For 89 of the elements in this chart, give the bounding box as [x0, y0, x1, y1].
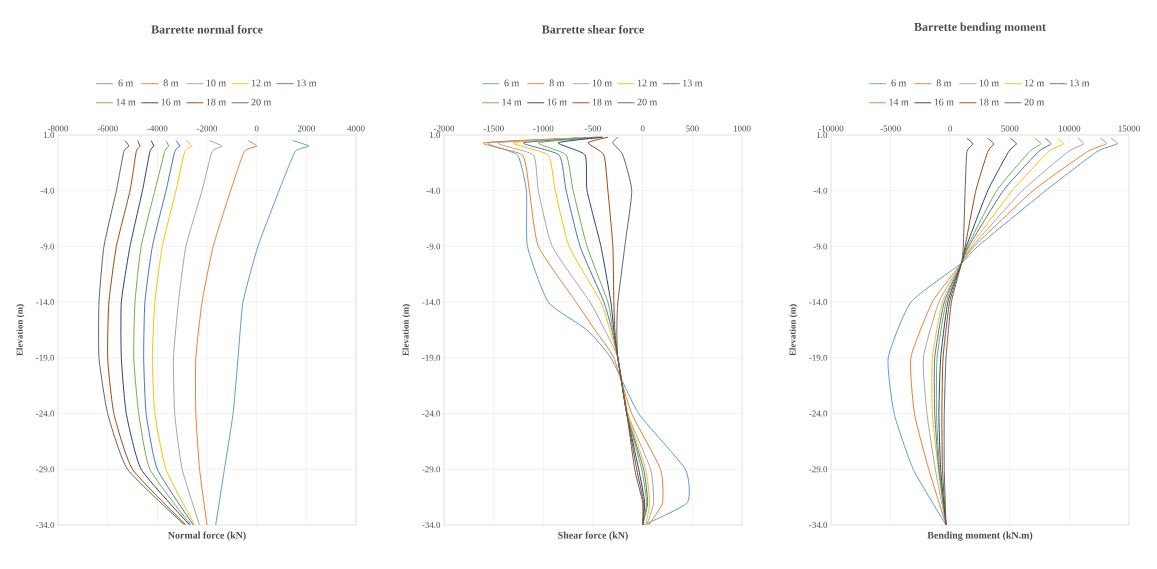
line-series	[120, 140, 191, 525]
legend-label: 6 m	[504, 79, 520, 87]
y-tick-label: -24.0	[422, 410, 441, 417]
legend-label: 18 m	[592, 98, 612, 106]
legend-label: 18 m	[206, 98, 226, 106]
legend-label: 8 m	[936, 79, 952, 87]
y-tick-label: -14.0	[422, 299, 441, 306]
y-tick-label: -19.0	[422, 354, 441, 361]
chart-title: Barrette normal force	[151, 24, 263, 34]
line-series	[612, 136, 644, 525]
legend-label: 16 m	[547, 98, 567, 106]
y-tick-label: -24.0	[809, 410, 828, 417]
legend-label: 16 m	[934, 98, 954, 106]
legend-label: 20 m	[1024, 98, 1045, 106]
y-tick-label: -24.0	[36, 410, 55, 417]
x-tick-label: 0	[254, 125, 259, 132]
line-series	[143, 140, 194, 525]
legend-label: 12 m	[637, 79, 658, 87]
y-tick-label: -19.0	[809, 354, 828, 361]
y-tick-label: -9.0	[426, 243, 441, 250]
line-series	[943, 137, 974, 525]
legend-label: 13 m	[297, 79, 317, 87]
x-tick-label: -5000	[880, 125, 901, 132]
x-tick-label: -2000	[433, 125, 455, 132]
line-series	[172, 140, 223, 525]
x-axis-title: Bending moment (kN.m)	[927, 531, 1033, 541]
chart-title: Barrette bending moment	[914, 22, 1046, 34]
legend-label: 14 m	[116, 98, 136, 106]
x-tick-label: 0	[948, 125, 953, 132]
y-tick-label: -14.0	[36, 299, 55, 306]
x-tick-label: 10000	[1058, 125, 1081, 132]
y-tick-label: -14.0	[809, 299, 828, 306]
x-tick-label: -10000	[818, 125, 844, 132]
x-tick-label: 5000	[1001, 125, 1019, 132]
legend-label: 10 m	[206, 79, 226, 87]
y-axis-title: Elevation (m)	[16, 304, 25, 356]
y-tick-label: -4.0	[813, 187, 828, 194]
x-tick-label: -1000	[533, 125, 554, 132]
legend-label: 8 m	[549, 79, 565, 87]
y-tick-label: -9.0	[40, 243, 55, 250]
y-tick-label: -34.0	[809, 521, 828, 529]
legend-label: 10 m	[979, 79, 999, 87]
x-tick-label: 0	[640, 125, 645, 132]
x-tick-label: 1000	[733, 125, 751, 132]
x-axis-title: Shear force (kN)	[558, 531, 628, 541]
y-tick-label: -29.0	[36, 466, 55, 473]
legend-label: 6 m	[118, 79, 134, 87]
legend-label: 20 m	[251, 98, 272, 106]
x-tick-label: 500	[686, 125, 699, 132]
x-tick-label: -6000	[97, 125, 118, 132]
line-series	[133, 140, 192, 525]
x-tick-label: -500	[585, 125, 601, 132]
legend-label: 14 m	[889, 98, 909, 106]
line-series	[215, 140, 310, 525]
legend-label: 12 m	[1024, 79, 1045, 87]
y-tick-label: 1.0	[430, 131, 441, 139]
line-series	[151, 140, 196, 525]
y-tick-label: -34.0	[422, 521, 441, 529]
y-axis-title: Elevation (m)	[402, 304, 411, 356]
y-tick-label: -9.0	[813, 243, 828, 250]
x-axis-title: Normal force (kN)	[168, 531, 246, 541]
legend-label: 6 m	[891, 79, 907, 87]
legend-label: 20 m	[637, 98, 658, 106]
chart-title: Barrette shear force	[541, 24, 644, 34]
y-tick-label: -19.0	[36, 354, 55, 361]
y-tick-label: 1.0	[817, 131, 828, 139]
legend-label: 13 m	[683, 79, 703, 87]
legend-label: 18 m	[979, 98, 999, 106]
legend-label: 12 m	[251, 79, 272, 87]
legend-label: 13 m	[1070, 79, 1090, 87]
y-tick-label: -4.0	[40, 187, 55, 194]
y-tick-label: -34.0	[36, 521, 55, 529]
y-tick-label: -29.0	[809, 466, 828, 473]
x-tick-label: 15000	[1118, 125, 1140, 132]
y-axis-title: Elevation (m)	[789, 304, 798, 356]
y-tick-label: -4.0	[426, 187, 441, 194]
legend-label: 14 m	[502, 98, 522, 106]
x-tick-label: -1500	[483, 125, 504, 132]
legend-label: 10 m	[592, 79, 612, 87]
y-tick-label: -29.0	[422, 466, 441, 473]
line-series	[195, 140, 258, 525]
x-tick-label: 2000	[297, 125, 315, 132]
x-tick-label: -8000	[47, 125, 69, 132]
legend-label: 16 m	[161, 98, 181, 106]
x-tick-label: -2000	[196, 125, 218, 132]
y-tick-label: 1.0	[44, 131, 55, 139]
legend-label: 8 m	[163, 79, 179, 87]
x-tick-label: -4000	[147, 125, 168, 132]
x-tick-label: 4000	[347, 125, 365, 132]
